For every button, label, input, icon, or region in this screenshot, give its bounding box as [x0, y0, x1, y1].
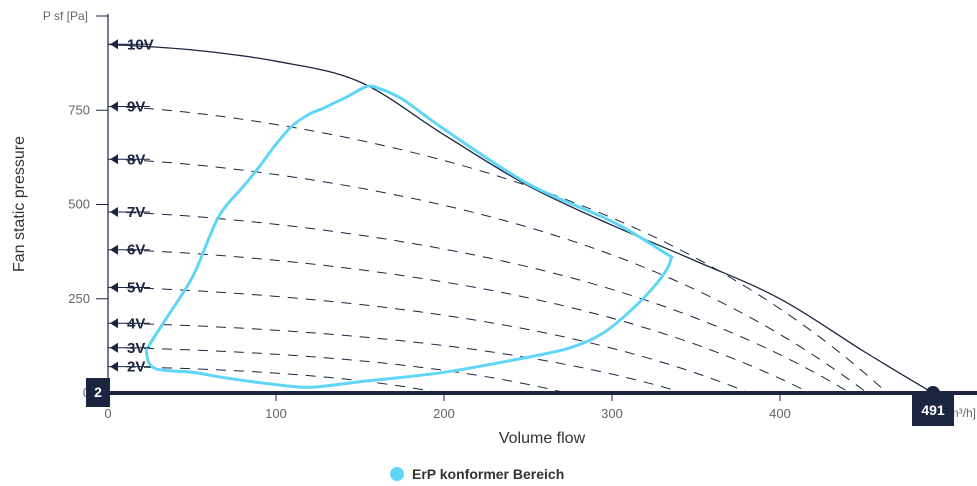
- voltage-curve-2V: [107, 366, 441, 394]
- x-tick-label-0: 0: [104, 406, 111, 421]
- legend-label: ErP konformer Bereich: [412, 466, 565, 482]
- y-axis-title: Fan static pressure: [11, 136, 28, 272]
- legend[interactable]: ErP konformer Bereich: [390, 466, 564, 482]
- voltage-label-8V: 8V: [127, 151, 145, 168]
- max-badge-value: 491: [921, 402, 945, 418]
- y-unit-label: P sf [Pa]: [43, 9, 88, 23]
- voltage-curve-9V: [107, 106, 888, 394]
- x-tick-label-200: 200: [433, 406, 455, 421]
- x-tick-label-300: 300: [601, 406, 623, 421]
- voltage-arrow-5V: [110, 282, 118, 293]
- y-tick-label-250: 250: [68, 291, 90, 306]
- min-badge: 2: [86, 378, 110, 407]
- voltage-label-3V: 3V: [127, 340, 145, 357]
- voltage-arrow-9V: [110, 101, 118, 112]
- y-axis: 0250500750: [68, 14, 109, 400]
- y-tick-label-750: 750: [68, 102, 90, 117]
- voltage-arrow-3V: [110, 342, 118, 353]
- voltage-curve-5V: [107, 286, 750, 394]
- voltage-label-9V: 9V: [127, 98, 145, 115]
- voltage-label-7V: 7V: [127, 204, 145, 221]
- y-tick-label-500: 500: [68, 197, 90, 212]
- fan-curve-chart: 0 250 500 750 0 100 200 300 400 10V 9V 8V 7V 6V 5V 4V…: [11, 9, 977, 447]
- x-tick-label-100: 100: [265, 406, 287, 421]
- voltage-arrow-10V: [110, 39, 118, 50]
- voltage-curve-6V: [107, 249, 811, 394]
- voltage-curves: [107, 106, 888, 394]
- voltage-arrow-2V: [110, 361, 118, 372]
- legend-swatch: [390, 467, 404, 481]
- voltage-arrow-8V: [110, 154, 118, 165]
- erp-region-outline: [144, 84, 674, 389]
- max-badge: 491: [912, 386, 954, 426]
- voltage-label-2V: 2V: [127, 359, 145, 376]
- x-axis-title: Volume flow: [499, 430, 586, 447]
- x-axis: 0 100 200 300 400: [88, 391, 977, 421]
- max-voltage-curve: [107, 43, 934, 394]
- voltage-markers: 10V 9V 8V 7V 6V 5V 4V 3V 2V: [110, 36, 154, 376]
- voltage-curve-4V: [107, 322, 685, 394]
- x-tick-label-400: 400: [769, 406, 791, 421]
- voltage-label-10V: 10V: [127, 36, 154, 53]
- voltage-label-4V: 4V: [127, 315, 145, 332]
- voltage-label-5V: 5V: [127, 279, 145, 296]
- voltage-curve-3V: [107, 347, 567, 394]
- voltage-arrow-6V: [110, 244, 118, 255]
- voltage-arrow-7V: [110, 207, 118, 218]
- voltage-arrow-4V: [110, 318, 118, 329]
- voltage-curve-7V: [107, 211, 851, 394]
- voltage-label-6V: 6V: [127, 242, 145, 259]
- voltage-curve-8V: [107, 158, 868, 394]
- min-badge-value: 2: [94, 384, 102, 400]
